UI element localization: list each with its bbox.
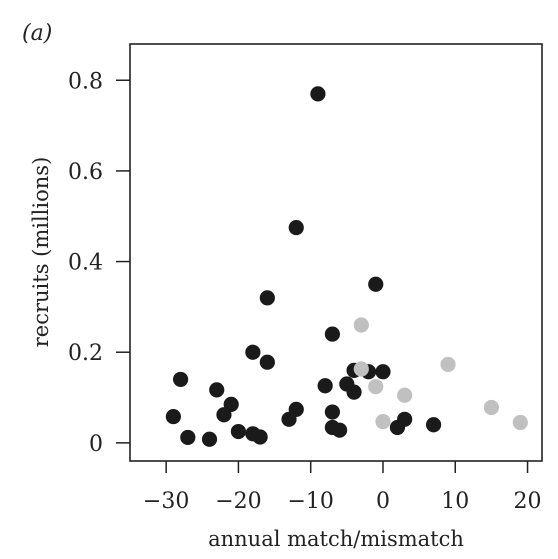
data-point [332, 422, 348, 438]
data-point [209, 382, 225, 398]
data-point [259, 354, 275, 370]
data-point [483, 399, 500, 416]
data-point [252, 429, 268, 445]
data-point [245, 344, 261, 360]
data-points [165, 86, 528, 447]
data-point [512, 414, 528, 431]
plot-frame [129, 43, 543, 462]
y-tick-label: 0.6 [68, 160, 103, 185]
x-tick-label: 10 [441, 489, 469, 514]
y-axis-title: recruits (millions) [29, 157, 53, 348]
data-point [368, 379, 384, 395]
x-tick-label: 0 [376, 489, 390, 514]
data-point [216, 407, 232, 423]
data-point [375, 413, 391, 430]
x-tick-label: −10 [287, 489, 333, 514]
data-point [440, 356, 456, 373]
data-point [375, 364, 391, 380]
data-point [324, 326, 340, 342]
data-point [353, 317, 369, 333]
data-point [201, 431, 218, 447]
data-point [324, 404, 340, 420]
y-tick-label: 0 [89, 432, 103, 457]
x-axis: −30 −20 −10 0 10 20 [143, 461, 542, 514]
data-point [397, 411, 413, 427]
data-point [397, 387, 413, 403]
data-point [346, 384, 362, 400]
data-point [288, 219, 304, 236]
data-point [230, 423, 247, 440]
x-tick-label: 20 [514, 489, 542, 514]
data-point [317, 378, 333, 394]
data-point [180, 429, 196, 446]
data-point [368, 276, 384, 292]
y-tick-label: 0.8 [68, 69, 103, 94]
data-point [172, 371, 189, 388]
x-axis-title: annual match/mismatch [208, 527, 464, 551]
y-tick-label: 0.2 [68, 341, 103, 366]
data-point [310, 86, 326, 102]
data-point [259, 290, 275, 306]
data-point [165, 408, 181, 425]
y-tick-label: 0.4 [68, 251, 103, 276]
y-axis: 0 0.2 0.4 0.6 0.8 [68, 69, 130, 457]
x-tick-label: −20 [215, 489, 261, 514]
data-point [425, 417, 442, 433]
panel-label: (a) [22, 21, 52, 46]
data-point [353, 361, 369, 377]
x-tick-label: −30 [143, 489, 189, 514]
data-point [281, 411, 297, 427]
